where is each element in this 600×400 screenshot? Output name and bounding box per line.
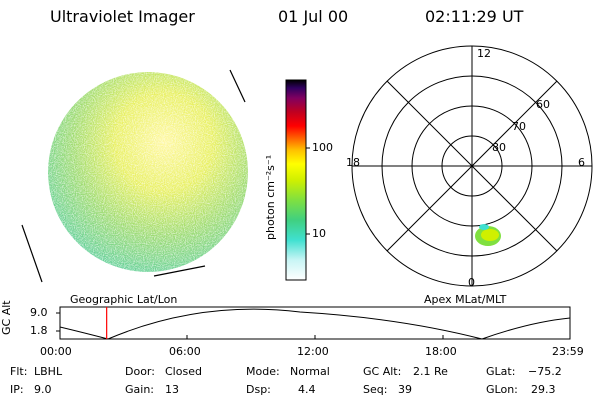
altitude-ylabel: GC Alt [0,300,13,335]
colorbar-tick-100: 100 [312,141,333,154]
xtick-1200: 12:00 [297,345,329,358]
dsp-key: Dsp: [246,383,271,396]
ip-value: 9.0 [34,383,52,396]
door-value: Closed [165,365,202,378]
glat-value: −75.2 [528,365,562,378]
altitude-ytick-low: 1.8 [30,324,48,337]
mlt-0-label: 0 [468,276,475,289]
altitude-ytick-high: 9.0 [30,306,48,319]
flt-value: LBHL [34,365,63,378]
seq-value: 39 [398,383,412,396]
mlt-6-label: 6 [578,156,585,169]
aurora-blob [475,224,501,246]
gain-key: Gain: [125,383,154,396]
colorbar-tick-10: 10 [312,227,326,240]
glon-value: 29.3 [531,383,556,396]
ip-key: IP: [10,383,24,396]
seq-key: Seq: [363,383,388,396]
xtick-0000: 00:00 [40,345,72,358]
xtick-2359: 23:59 [552,345,584,358]
gcalt-key: GC Alt: [363,365,402,378]
xtick-1800: 18:00 [425,345,457,358]
lat-60-label: 60 [536,98,550,111]
time-label: 02:11:29 UT [425,7,524,26]
geographic-label: Geographic Lat/Lon [70,293,178,306]
gain-value: 13 [165,383,179,396]
flt-key: Flt: [10,365,28,378]
date-label: 01 Jul 00 [278,7,349,26]
xtick-0600: 06:00 [169,345,201,358]
mode-value: Normal [290,365,330,378]
apex-label: Apex MLat/MLT [424,293,507,306]
dsp-value: 4.4 [298,383,316,396]
mlt-12-label: 12 [477,47,491,60]
instrument-title: Ultraviolet Imager [50,7,195,26]
glat-key: GLat: [486,365,516,378]
limb-marks [21,69,246,283]
mode-key: Mode: [246,365,280,378]
glon-key: GLon: [486,383,518,396]
mlt-18-label: 18 [346,156,360,169]
door-key: Door: [125,365,155,378]
gcalt-value: 2.1 Re [413,365,448,378]
lat-70-label: 70 [512,120,526,133]
lat-80-label: 80 [492,141,506,154]
altitude-curve [59,308,571,340]
